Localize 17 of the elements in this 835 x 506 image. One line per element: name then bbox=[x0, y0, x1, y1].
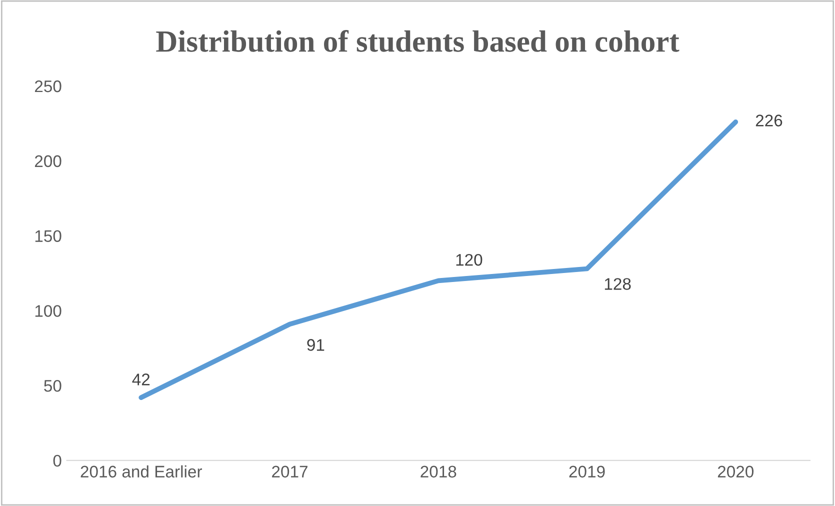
y-tick-label: 150 bbox=[35, 230, 62, 242]
x-tick-label: 2017 bbox=[272, 466, 308, 478]
chart-title: Distribution of students based on cohort bbox=[156, 30, 680, 52]
data-label: 91 bbox=[307, 339, 324, 351]
x-tick-label: 2016 and Earlier bbox=[80, 465, 202, 478]
data-label: 226 bbox=[756, 114, 782, 126]
y-tick-label: 100 bbox=[35, 305, 62, 317]
data-label: 128 bbox=[604, 278, 631, 290]
x-tick-label: 2020 bbox=[718, 466, 754, 478]
y-tick-label: 250 bbox=[34, 80, 62, 92]
y-tick-label: 0 bbox=[53, 454, 62, 467]
x-tick-label: 2019 bbox=[569, 466, 605, 478]
data-label: 42 bbox=[132, 374, 150, 386]
y-tick-label: 50 bbox=[44, 380, 62, 392]
data-label: 120 bbox=[456, 254, 482, 266]
y-tick-label: 200 bbox=[34, 155, 62, 168]
x-tick-label: 2018 bbox=[420, 466, 456, 478]
